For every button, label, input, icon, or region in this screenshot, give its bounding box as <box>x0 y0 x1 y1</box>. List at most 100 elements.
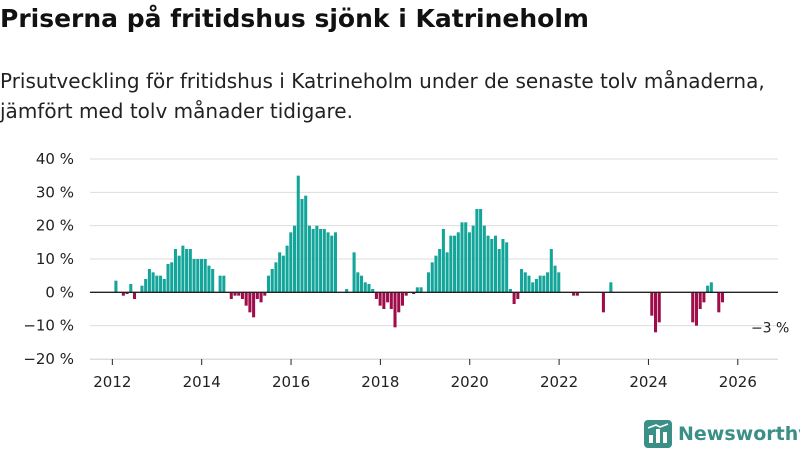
bar <box>575 292 579 296</box>
data-label: −3 % <box>751 320 789 336</box>
bar <box>382 292 386 309</box>
bar-chart-logo-icon <box>644 420 672 448</box>
bar <box>601 292 605 313</box>
bar <box>438 249 442 293</box>
y-tick-label: 40 % <box>36 150 74 168</box>
bar <box>520 269 524 293</box>
chart-subtitle: Prisutveckling för fritidshus i Katrineh… <box>0 69 765 123</box>
bar <box>266 275 271 293</box>
bar <box>151 272 155 293</box>
bar <box>453 235 457 293</box>
bar <box>501 239 505 293</box>
bar <box>270 269 274 293</box>
bar <box>300 199 304 293</box>
bar <box>505 242 509 293</box>
bar <box>319 229 323 293</box>
x-tick-label: 2012 <box>93 373 131 391</box>
bar <box>471 225 475 293</box>
bar <box>322 229 326 293</box>
bar <box>374 292 378 299</box>
bar <box>449 235 453 293</box>
bar <box>572 292 576 296</box>
bar <box>720 292 725 303</box>
bar <box>434 255 438 293</box>
bar <box>140 285 144 293</box>
bar <box>244 292 248 306</box>
bar <box>557 272 561 293</box>
bar <box>404 292 408 296</box>
bar <box>188 249 192 293</box>
bar <box>397 292 401 313</box>
bar <box>248 292 252 313</box>
bar <box>155 275 159 293</box>
bar <box>229 292 233 299</box>
bar <box>129 284 133 293</box>
bar <box>237 292 241 296</box>
bar <box>706 285 710 293</box>
bar <box>222 275 226 293</box>
bar <box>367 284 371 293</box>
bar <box>654 292 658 333</box>
brand-name: Newsworthy <box>678 423 800 445</box>
bar <box>203 259 207 293</box>
bar <box>281 255 285 293</box>
bar <box>259 292 263 303</box>
bar <box>211 269 215 293</box>
bar <box>173 249 177 293</box>
bar <box>255 292 259 299</box>
bar <box>542 275 546 293</box>
bar <box>185 249 189 293</box>
x-tick-label: 2024 <box>629 373 667 391</box>
bar <box>553 265 557 293</box>
bar <box>479 209 483 293</box>
y-tick-label: 0 % <box>45 283 74 301</box>
bar <box>192 259 196 293</box>
bar <box>121 292 125 296</box>
bar <box>289 232 293 293</box>
bar <box>356 272 360 293</box>
bar <box>326 232 330 293</box>
bar <box>144 279 148 293</box>
bar <box>240 292 244 299</box>
bar <box>698 292 702 309</box>
bar <box>218 275 222 293</box>
bar <box>296 175 300 293</box>
bar <box>114 280 118 293</box>
bar <box>181 245 185 293</box>
bar <box>363 282 367 293</box>
bar <box>549 249 553 293</box>
bar <box>497 249 501 293</box>
bar <box>252 292 256 318</box>
bar <box>508 289 512 293</box>
y-tick-label: 20 % <box>36 217 74 235</box>
x-tick-label: 2020 <box>451 373 489 391</box>
bar <box>717 292 721 313</box>
bar <box>278 252 282 293</box>
bar <box>147 269 151 293</box>
bar <box>207 265 211 293</box>
bar <box>352 252 356 293</box>
bar <box>378 292 382 306</box>
bar <box>456 232 460 293</box>
bar <box>360 275 364 293</box>
bar <box>162 279 166 293</box>
x-tick-label: 2016 <box>272 373 310 391</box>
bar <box>293 225 297 293</box>
bar <box>482 225 486 293</box>
y-tick-label: −10 % <box>23 317 74 335</box>
bar <box>430 262 434 293</box>
bar <box>493 235 498 293</box>
bar <box>490 239 494 293</box>
bar <box>467 232 471 293</box>
bar <box>311 229 315 293</box>
brand-logo[interactable]: Newsworthy <box>644 419 800 449</box>
bar <box>199 259 204 293</box>
bar <box>415 287 419 293</box>
bar <box>371 289 375 293</box>
bar <box>527 275 531 293</box>
bar <box>132 292 137 299</box>
bar <box>400 292 404 306</box>
bar <box>389 292 393 309</box>
bar <box>233 292 237 296</box>
